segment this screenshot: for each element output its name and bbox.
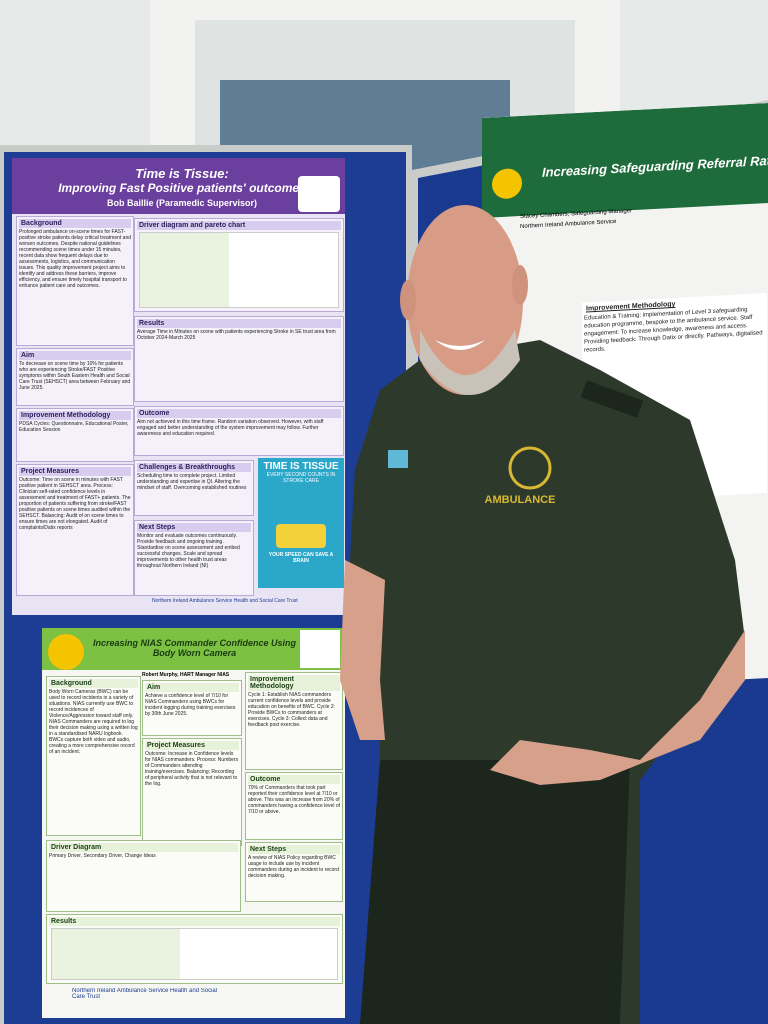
section-heading: Background — [49, 679, 138, 688]
poster-footer: Northern Ireland Ambulance Service Healt… — [152, 598, 298, 604]
poster-title: Increasing NIAS Commander Confidence Usi… — [92, 638, 297, 658]
poster-author: Robert Murphy, HART Manager NIAS — [142, 672, 230, 678]
section-body: Prolonged ambulance on-scene times for F… — [19, 229, 131, 289]
chart-graphic — [51, 928, 338, 980]
ear — [512, 265, 528, 305]
poster-section: Outcome Aim not achieved in this time fra… — [134, 406, 344, 456]
logo — [298, 176, 340, 212]
poster-section: Improvement Methodology Cycle 1: Establis… — [245, 672, 343, 770]
section-heading: Outcome — [248, 775, 340, 784]
panel-tagline: EVERY SECOND COUNTS IN STROKE CARE — [266, 472, 336, 484]
poster-section: Next Steps Monitor and evaluate outcomes … — [134, 520, 254, 596]
info-panel: TIME IS TISSUE EVERY SECOND COUNTS IN ST… — [258, 458, 344, 588]
left-arm — [340, 560, 385, 740]
poster-section: Driver Diagram Primary Driver, Secondary … — [46, 840, 241, 912]
epaulette — [580, 380, 644, 418]
section-body: Monitor and evaluate outcomes continuous… — [137, 533, 240, 569]
poster-section: Background Prolonged ambulance on-scene t… — [16, 216, 134, 346]
section-body: Outcome: Time on scene in minutes with F… — [19, 477, 131, 531]
section-heading: Driver diagram and pareto chart — [137, 221, 341, 230]
beard — [420, 330, 520, 395]
poster-section: Driver diagram and pareto chart — [134, 218, 344, 312]
trousers — [360, 760, 630, 1024]
section-heading: Outcome — [137, 409, 341, 418]
section-body: Average Time in Minutes on scene with pa… — [137, 329, 336, 341]
section-body: Primary Driver, Secondary Driver, Change… — [49, 853, 156, 859]
poster-section: Results — [46, 914, 343, 984]
poster-footer: Northern Ireland Ambulance Service Healt… — [72, 988, 218, 1000]
head — [407, 205, 523, 395]
poster-header — [12, 158, 345, 214]
poster-section: Results Average Time in Minutes on scene … — [134, 316, 344, 402]
section-heading: Background — [19, 219, 131, 228]
poster-section: Aim To decrease on scene time by 10% for … — [16, 348, 134, 406]
section-heading: Next Steps — [137, 523, 251, 532]
section-heading: Results — [137, 319, 341, 328]
poster: Time is Tissue: Improving Fast Positive … — [12, 158, 345, 615]
poster-author: Bob Baillie (Paramedic Supervisor) — [106, 198, 258, 208]
section-heading: Aim — [145, 683, 239, 692]
poster-section: Improvement Methodology PDSA Cycles: Ques… — [16, 408, 134, 462]
ear — [400, 280, 416, 320]
section-heading: Aim — [19, 351, 131, 360]
section-body: Body Worn Cameras (BWC) can be used to r… — [49, 689, 138, 755]
poster-title: Time is Tissue: — [135, 166, 229, 181]
section-body: Cycle 1: Establish NIAS commanders curre… — [248, 692, 335, 728]
section-body: PDSA Cycles: Questionnaire, Educational … — [19, 421, 129, 433]
poster-section: Aim Achieve a confidence level of 7/10 fo… — [142, 680, 242, 736]
right-arm — [490, 630, 745, 785]
poster-section: Project Measures Outcome: Increase in Con… — [142, 738, 242, 846]
section-heading: Results — [49, 917, 340, 926]
badge-nhs — [388, 450, 408, 468]
section-body: Achieve a confidence level of 7/10 for N… — [145, 693, 236, 717]
section-body: Aim not achieved in this time frame. Ran… — [137, 419, 324, 437]
logo — [48, 634, 84, 670]
poster-section: Next Steps A review of NIAS Policy regard… — [245, 842, 343, 902]
section-heading: Challenges & Breakthroughs — [137, 463, 251, 472]
section-heading: Project Measures — [19, 467, 131, 476]
section-heading: Improvement Methodology — [248, 675, 340, 691]
poster-section: Challenges & Breakthroughs Scheduling tim… — [134, 460, 254, 516]
poster-section: Background Body Worn Cameras (BWC) can be… — [46, 676, 141, 836]
panel-footer: YOUR SPEED CAN SAVE A BRAIN — [268, 552, 334, 564]
section-body: 70% of Commanders that took part reporte… — [248, 785, 340, 815]
section-heading: Next Steps — [248, 845, 340, 854]
poster: Increasing NIAS Commander Confidence Usi… — [42, 628, 345, 1018]
logo — [300, 630, 340, 668]
ambulance-icon — [276, 524, 326, 548]
section-heading: Project Measures — [145, 741, 239, 750]
poster-header — [42, 628, 345, 670]
section-heading: Improvement Methodology — [19, 411, 131, 420]
poster-section: Project Measures Outcome: Time on scene i… — [16, 464, 134, 596]
badge-text: AMBULANCE — [485, 494, 556, 506]
poster-subtitle: Improving Fast Positive patients' outcom… — [58, 181, 306, 195]
section-body: Outcome: Increase in Confidence levels f… — [145, 751, 239, 787]
poster-section: Outcome 70% of Commanders that took part … — [245, 772, 343, 840]
smile — [435, 340, 485, 350]
section-body: A review of NIAS Policy regarding BWC us… — [248, 855, 339, 879]
panel-title: TIME IS TISSUE — [263, 461, 339, 472]
chart-graphic — [139, 232, 339, 308]
section-body: Scheduling time to complete project. Lim… — [137, 473, 247, 491]
section-heading: Driver Diagram — [49, 843, 238, 852]
section-body: To decrease on scene time by 10% for pat… — [19, 361, 131, 391]
emblem — [508, 446, 552, 490]
